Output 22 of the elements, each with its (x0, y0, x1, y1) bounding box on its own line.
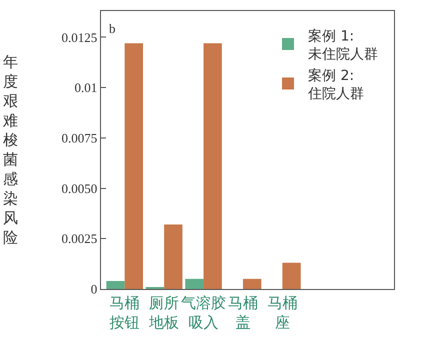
bar (124, 43, 143, 289)
bar (204, 43, 222, 289)
bar (242, 278, 262, 289)
x-tick-label: 气溶胶吸入 (181, 294, 226, 332)
x-tick-label: 厕所地板 (148, 294, 180, 332)
bar (282, 262, 301, 289)
text: 年度艰难梭菌感染风险 (3, 53, 18, 246)
y-tick-label: 0.01 (74, 80, 98, 96)
annotation: b (109, 21, 116, 36)
bar (185, 278, 204, 289)
legend-label: 案例 2: 住院人群 (307, 66, 364, 102)
x-tick-label: 马桶按钮 (110, 294, 140, 332)
bar (106, 280, 125, 289)
y-tick-label: 0 (90, 282, 98, 297)
y-tick-label: 0.0025 (62, 231, 98, 246)
legend-label: 案例 1: 未住院人群 (308, 27, 378, 63)
x-tick-label: 马桶盖 (228, 294, 258, 332)
bar (164, 224, 182, 289)
x-tick-label: 马桶座 (267, 294, 298, 332)
y-tick-label: 0.0125 (62, 30, 98, 45)
y-tick-label: 0.0050 (62, 180, 98, 196)
y-tick-label: 0.0075 (62, 130, 98, 146)
